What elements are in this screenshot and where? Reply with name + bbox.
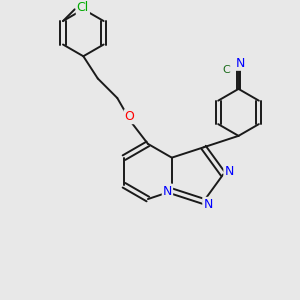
- Text: N: N: [224, 165, 234, 178]
- Text: N: N: [235, 57, 245, 70]
- Text: C: C: [222, 65, 230, 75]
- Text: O: O: [125, 110, 134, 123]
- Text: Cl: Cl: [77, 2, 89, 14]
- Text: N: N: [163, 184, 172, 198]
- Text: N: N: [203, 198, 213, 211]
